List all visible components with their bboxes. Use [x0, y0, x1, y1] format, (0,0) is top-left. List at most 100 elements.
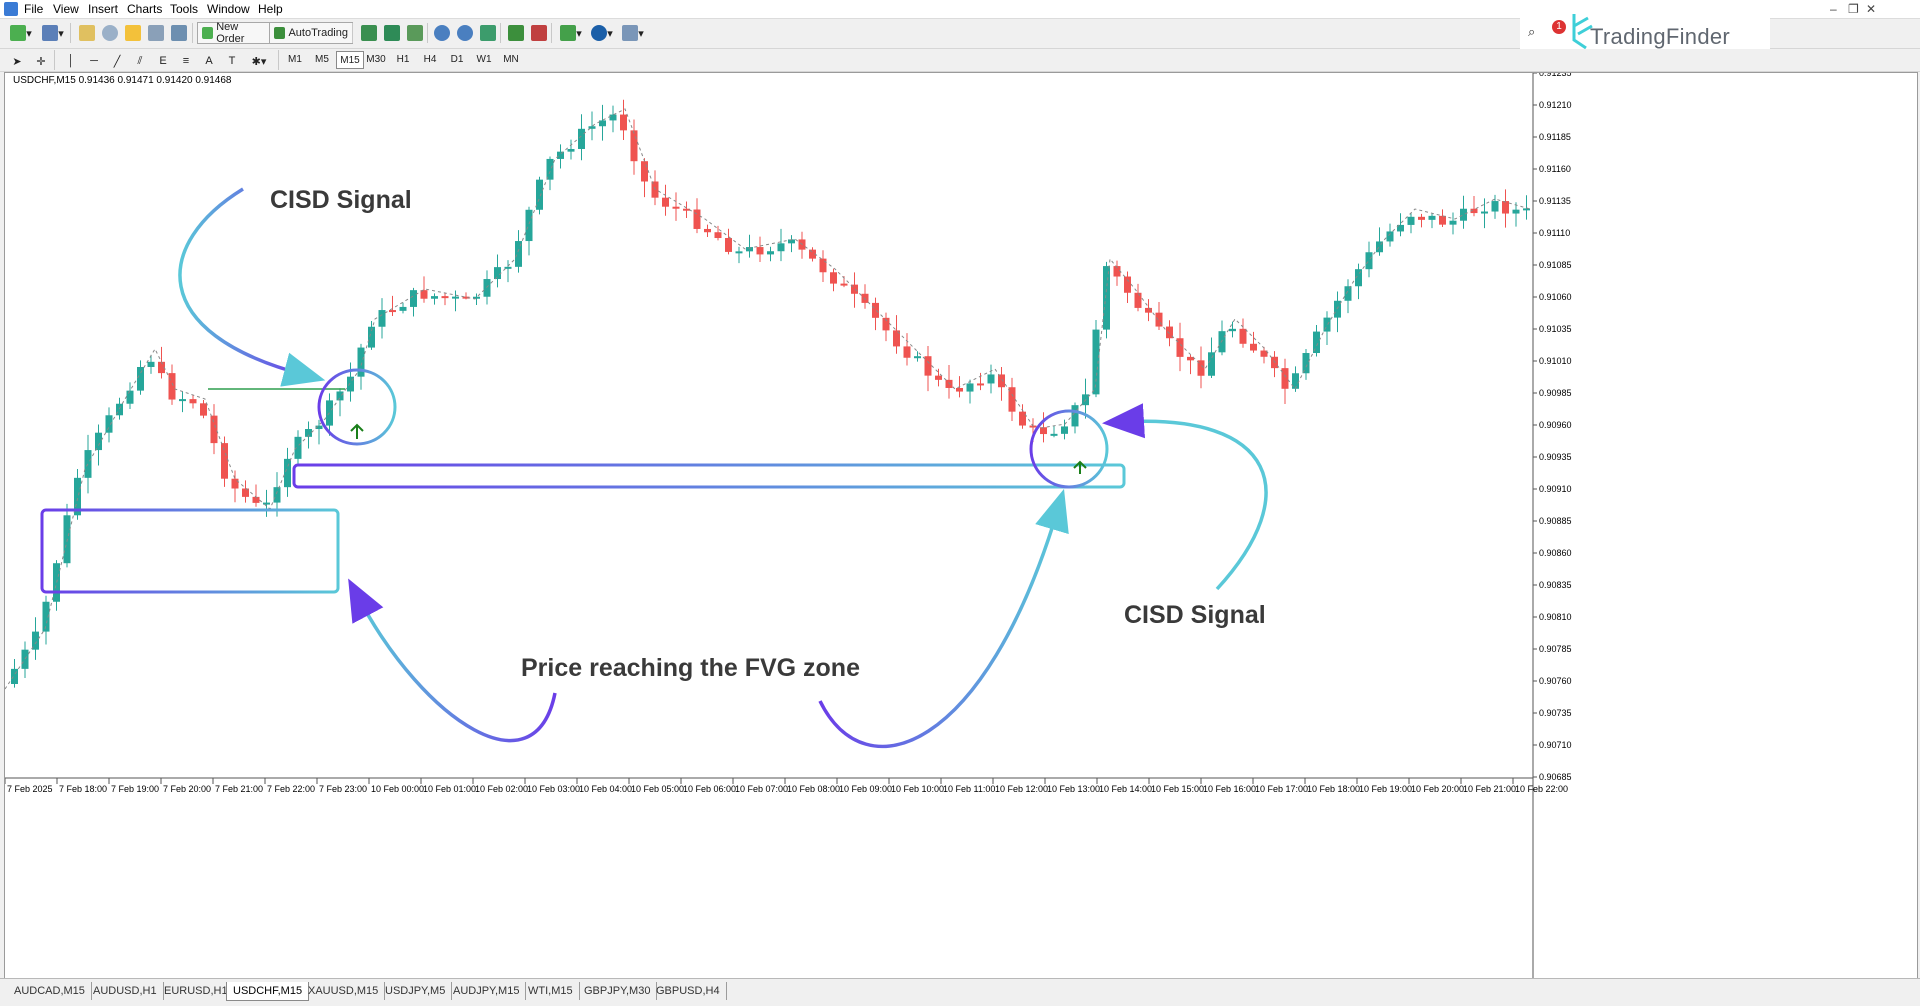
bullish-candle	[788, 239, 795, 244]
timeframe-m1[interactable]: M1	[288, 53, 302, 65]
crosshair-icon[interactable]: ✛	[36, 55, 46, 68]
timeframe-h4[interactable]: H4	[423, 53, 437, 65]
bullish-candle	[294, 436, 302, 459]
bearish-candle	[725, 238, 732, 252]
trendline-icon[interactable]: ╱	[113, 55, 121, 68]
bullish-candle	[494, 267, 501, 280]
bullish-candle	[273, 487, 281, 503]
tab-audusd[interactable]: AUDUSD,H1	[87, 982, 164, 1000]
close-icon[interactable]: ✕	[1866, 2, 1877, 16]
autotrading-label: AutoTrading	[288, 27, 348, 39]
bullish-candle	[1355, 269, 1362, 287]
vertical-line-icon[interactable]: │	[67, 55, 75, 67]
tab-usdchf[interactable]: USDCHF,M15	[226, 982, 310, 1001]
profiles-icon[interactable]: ▾	[38, 22, 68, 44]
chart-shift-icon[interactable]	[528, 22, 550, 44]
bearish-candle	[189, 399, 197, 404]
autoscroll-icon[interactable]	[505, 22, 527, 44]
candles-layer	[11, 99, 1530, 688]
autotrading-button[interactable]: AutoTrading	[269, 22, 353, 44]
price-tick-label: 0.91235	[1539, 73, 1572, 78]
templates-icon[interactable]: ▾	[618, 22, 648, 44]
candlestick-icon[interactable]	[381, 22, 403, 44]
horizontal-line-icon[interactable]: ─	[90, 55, 98, 67]
bullish-candle	[126, 390, 134, 404]
bar-chart-icon[interactable]	[358, 22, 380, 44]
bullish-candle	[399, 306, 407, 311]
tab-gbpusd[interactable]: GBPUSD,H4	[650, 982, 727, 1000]
text-icon[interactable]: A	[205, 55, 213, 67]
tab-audcad[interactable]: AUDCAD,M15	[8, 982, 92, 1000]
new-chart-icon[interactable]: ▾	[6, 22, 36, 44]
bearish-candle	[1019, 411, 1026, 426]
zigzag-layer	[5, 108, 1531, 690]
tester-icon[interactable]	[168, 22, 190, 44]
time-tick-label: 10 Feb 12:00	[995, 784, 1048, 794]
fvg-label: Price reaching the FVG zone	[521, 654, 860, 682]
terminal-icon[interactable]	[145, 22, 167, 44]
bullish-candle	[1523, 208, 1530, 211]
zoom-out-icon[interactable]	[454, 22, 476, 44]
bearish-candle	[1239, 328, 1247, 344]
restore-icon[interactable]: ❐	[1848, 2, 1859, 16]
new-order-button[interactable]: New Order	[197, 21, 271, 45]
menu-file[interactable]: File	[24, 2, 44, 16]
price-tick-label: 0.91135	[1539, 196, 1571, 206]
notification-badge[interactable]: 1	[1552, 20, 1566, 34]
price-chart[interactable]: 0.91235 0.91210 0.91185 0.91160 0.91135 0.911…	[5, 73, 1917, 978]
navigator-icon[interactable]	[99, 22, 121, 44]
zoom-in-icon[interactable]	[431, 22, 453, 44]
text-label-icon[interactable]: T	[228, 55, 236, 67]
timeframe-h1[interactable]: H1	[396, 53, 410, 65]
bullish-candle	[305, 429, 312, 437]
timeframe-w1[interactable]: W1	[476, 53, 492, 65]
time-tick-label: 10 Feb 20:00	[1411, 784, 1464, 794]
tab-usdjpy[interactable]: USDJPY,M5	[379, 982, 453, 1000]
fibonacci-fan-icon[interactable]: ≡	[182, 55, 190, 67]
chart-window[interactable]: USDCHF,M15 0.91436 0.91471 0.91420 0.914…	[4, 72, 1918, 979]
menu-view[interactable]: View	[53, 2, 79, 16]
price-tick-label: 0.90760	[1539, 676, 1572, 686]
bearish-candle	[704, 228, 711, 233]
bullish-candle	[987, 374, 995, 384]
tab-xauusd[interactable]: XAUUSD,M15	[302, 982, 386, 1000]
bullish-candle	[284, 458, 291, 488]
tab-wti[interactable]: WTI,M15	[522, 982, 580, 1000]
indicators-icon[interactable]: ▾	[556, 22, 586, 44]
line-chart-icon[interactable]	[404, 22, 426, 44]
time-tick-label: 7 Feb 19:00	[111, 784, 159, 794]
search-icon[interactable]: ⌕	[1528, 24, 1536, 39]
timeframe-d1[interactable]: D1	[450, 53, 464, 65]
tab-eurusd[interactable]: EURUSD,H1	[158, 982, 235, 1000]
menu-tools[interactable]: Tools	[170, 2, 199, 16]
time-tick-label: 7 Feb 2025	[7, 784, 53, 794]
tab-audjpy[interactable]: AUDJPY,M15	[447, 982, 527, 1000]
price-tick-label: 0.91110	[1539, 228, 1570, 238]
bearish-candle	[1155, 312, 1163, 327]
timeframe-m30[interactable]: M30	[366, 53, 386, 65]
menu-insert[interactable]: Insert	[88, 2, 119, 16]
menu-help[interactable]: Help	[258, 2, 283, 16]
cursor-icon[interactable]: ➤	[12, 55, 22, 68]
favorites-icon[interactable]	[122, 22, 144, 44]
menu-window[interactable]: Window	[207, 2, 250, 16]
tile-windows-icon[interactable]	[477, 22, 499, 44]
arrows-icon[interactable]: ✱▾	[251, 55, 267, 68]
bearish-candle	[956, 387, 963, 392]
bearish-candle	[1008, 387, 1016, 412]
channel-icon[interactable]: ⫽	[137, 54, 143, 67]
tab-gbpjpy[interactable]: GBPJPY,M30	[578, 982, 658, 1000]
minimize-icon[interactable]: –	[1830, 2, 1837, 16]
fibonacci-icon[interactable]: E	[159, 55, 167, 67]
time-tick-label: 7 Feb 18:00	[59, 784, 107, 794]
timeframe-m15[interactable]: M15	[336, 51, 364, 69]
timeframe-mn[interactable]: MN	[503, 53, 519, 65]
bearish-candle	[420, 290, 428, 299]
bullish-candle	[1302, 353, 1310, 374]
menu-charts[interactable]: Charts	[127, 2, 163, 16]
time-tick-label: 7 Feb 23:00	[319, 784, 367, 794]
market-watch-icon[interactable]	[76, 22, 98, 44]
timeframe-m5[interactable]: M5	[315, 53, 329, 65]
periods-icon[interactable]: ▾	[587, 22, 617, 44]
logo-text: TradingFinder	[1590, 24, 1731, 49]
